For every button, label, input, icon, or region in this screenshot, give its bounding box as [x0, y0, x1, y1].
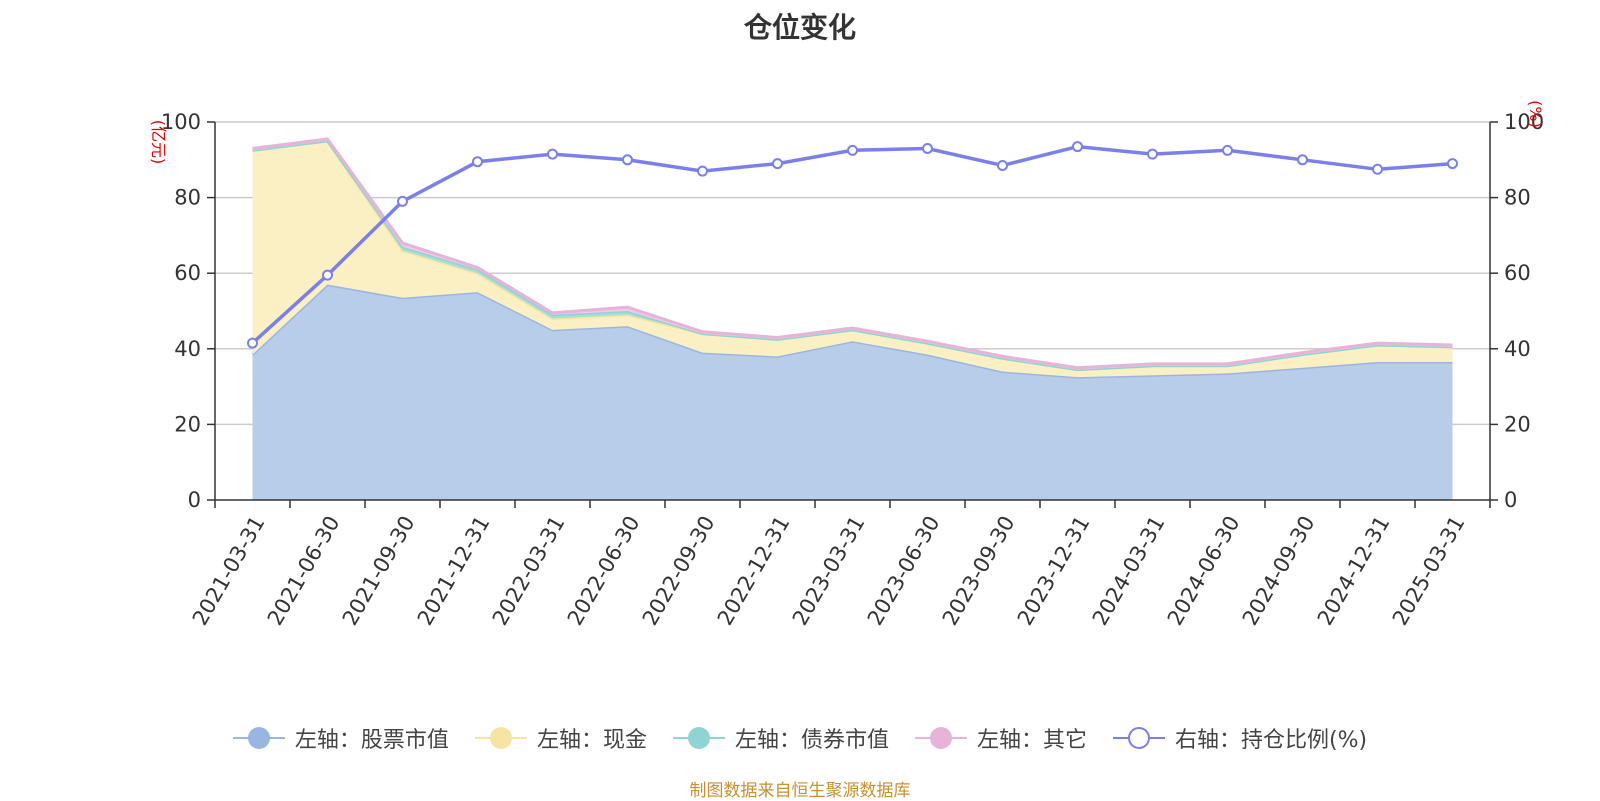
- x-tick-label: 2024-12-31: [1313, 512, 1395, 630]
- left-tick-label: 100: [161, 110, 201, 134]
- legend-label: 左轴：债券市值: [734, 728, 889, 753]
- area-左轴：股票市值: [252, 284, 1453, 500]
- legend-marker-icon: [914, 725, 967, 751]
- x-tick-label: 2023-03-31: [788, 512, 870, 630]
- right-tick-label: 40: [1504, 337, 1531, 361]
- ratio-point: [1447, 158, 1458, 170]
- x-tick-label: 2023-12-31: [1013, 512, 1095, 630]
- legend-marker-icon: [672, 725, 725, 751]
- right-tick-label: 20: [1504, 412, 1531, 436]
- ratio-point: [772, 158, 783, 170]
- ratio-point: [247, 337, 258, 349]
- x-tick-label: 2022-06-30: [563, 512, 645, 630]
- ratio-point: [997, 159, 1008, 171]
- ratio-point: [1372, 163, 1383, 175]
- x-tick-label: 2023-06-30: [863, 512, 945, 630]
- x-tick-label: 2021-09-30: [338, 512, 420, 630]
- left-axis-unit: (亿元): [149, 120, 168, 165]
- legend-label: 右轴：持仓比例(%): [1174, 728, 1368, 753]
- legend-label: 左轴：现金: [536, 728, 647, 753]
- x-tick-label: 2022-09-30: [638, 512, 720, 630]
- x-tick-label: 2023-09-30: [938, 512, 1020, 630]
- ratio-point: [622, 154, 633, 166]
- area-左轴：现金: [252, 140, 1453, 378]
- x-tick-label: 2024-09-30: [1238, 512, 1320, 630]
- ratio-point: [847, 144, 858, 156]
- x-tick-label: 2021-12-31: [413, 512, 495, 630]
- ratio-point: [1147, 148, 1158, 160]
- legend-marker-icon: [474, 725, 527, 751]
- legend-item[interactable]: 左轴：其它: [914, 722, 1087, 754]
- right-tick-label: 100: [1504, 110, 1544, 134]
- x-tick-label: 2021-03-31: [188, 512, 270, 630]
- ratio-line: [247, 141, 1458, 349]
- left-tick-label: 80: [174, 186, 201, 210]
- right-tick-label: 80: [1504, 186, 1531, 210]
- x-tick-label: 2022-12-31: [713, 512, 795, 630]
- ratio-point: [547, 148, 558, 160]
- x-tick-label: 2024-03-31: [1088, 512, 1170, 630]
- x-tick-label: 2024-06-30: [1163, 512, 1245, 630]
- legend-item[interactable]: 右轴：持仓比例(%): [1112, 722, 1368, 754]
- legend-item[interactable]: 左轴：现金: [474, 722, 647, 754]
- right-axis-unit: (%): [1526, 100, 1545, 128]
- ratio-point: [322, 269, 333, 281]
- stacked-areas: [251, 137, 1453, 500]
- ratio-point: [397, 195, 408, 207]
- legend-label: 左轴：其它: [976, 728, 1087, 753]
- left-tick-label: 40: [174, 337, 201, 361]
- ratio-point: [922, 142, 933, 154]
- left-tick-label: 20: [174, 412, 201, 436]
- left-tick-label: 0: [188, 488, 201, 512]
- legend-marker-icon: [232, 725, 285, 751]
- ratio-point: [472, 156, 483, 168]
- legend-label: 左轴：股票市值: [294, 728, 449, 753]
- area-edge-左轴：其它: [252, 137, 1453, 370]
- x-tick-label: 2022-03-31: [488, 512, 570, 630]
- ratio-point: [1297, 154, 1308, 166]
- ratio-point: [1222, 144, 1233, 156]
- legend-marker-icon: [1112, 725, 1165, 751]
- right-tick-label: 60: [1504, 261, 1531, 285]
- right-tick-label: 0: [1504, 488, 1517, 512]
- ratio-point: [697, 165, 708, 177]
- chart-title: 仓位变化: [743, 11, 856, 44]
- legend-item[interactable]: 左轴：股票市值: [232, 722, 449, 754]
- legend: 左轴：股票市值 左轴：现金 左轴：债券市值 左轴：其它 右轴：持仓比例(%): [0, 722, 1600, 754]
- left-tick-label: 60: [174, 261, 201, 285]
- ratio-point: [1072, 141, 1083, 153]
- x-tick-label: 2025-03-31: [1388, 512, 1470, 630]
- legend-item[interactable]: 左轴：债券市值: [672, 722, 889, 754]
- source-note: 制图数据来自恒生聚源数据库: [689, 781, 911, 801]
- x-tick-label: 2021-06-30: [263, 512, 345, 630]
